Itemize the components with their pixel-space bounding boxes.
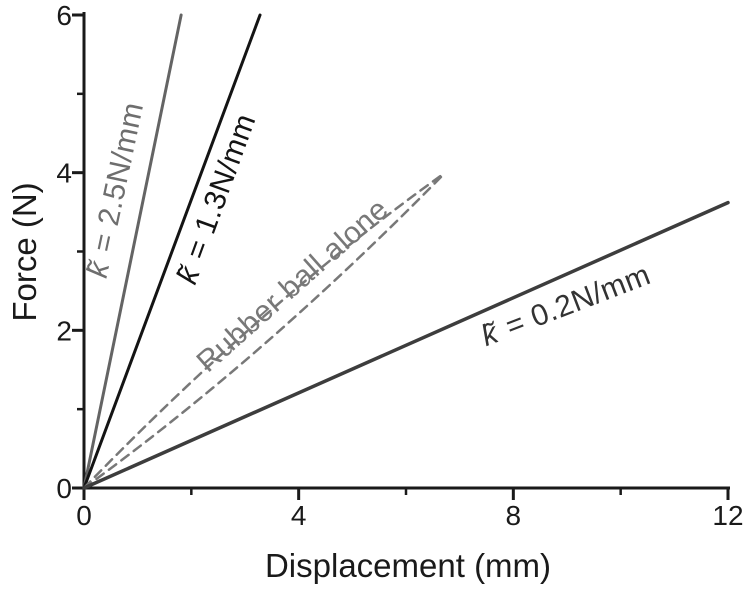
y-tick-label: 0 [56, 473, 72, 504]
x-axis-title: Displacement (mm) [264, 547, 552, 584]
y-axis-title: Force (N) [6, 182, 43, 322]
series-line-k02 [82, 200, 730, 490]
y-tick-label: 4 [56, 158, 72, 189]
y-tick-label: 2 [56, 315, 72, 346]
series-line-ball_loading [82, 171, 447, 490]
x-tick-label: 12 [712, 500, 743, 531]
x-tick-label: 4 [291, 500, 307, 531]
series-line-k13 [82, 13, 262, 490]
x-tick-label: 0 [76, 500, 92, 531]
series-line-k25 [82, 13, 183, 490]
x-tick-label: 8 [506, 500, 522, 531]
y-tick-label: 6 [56, 0, 72, 31]
series-line-ball_unloading [82, 171, 447, 490]
